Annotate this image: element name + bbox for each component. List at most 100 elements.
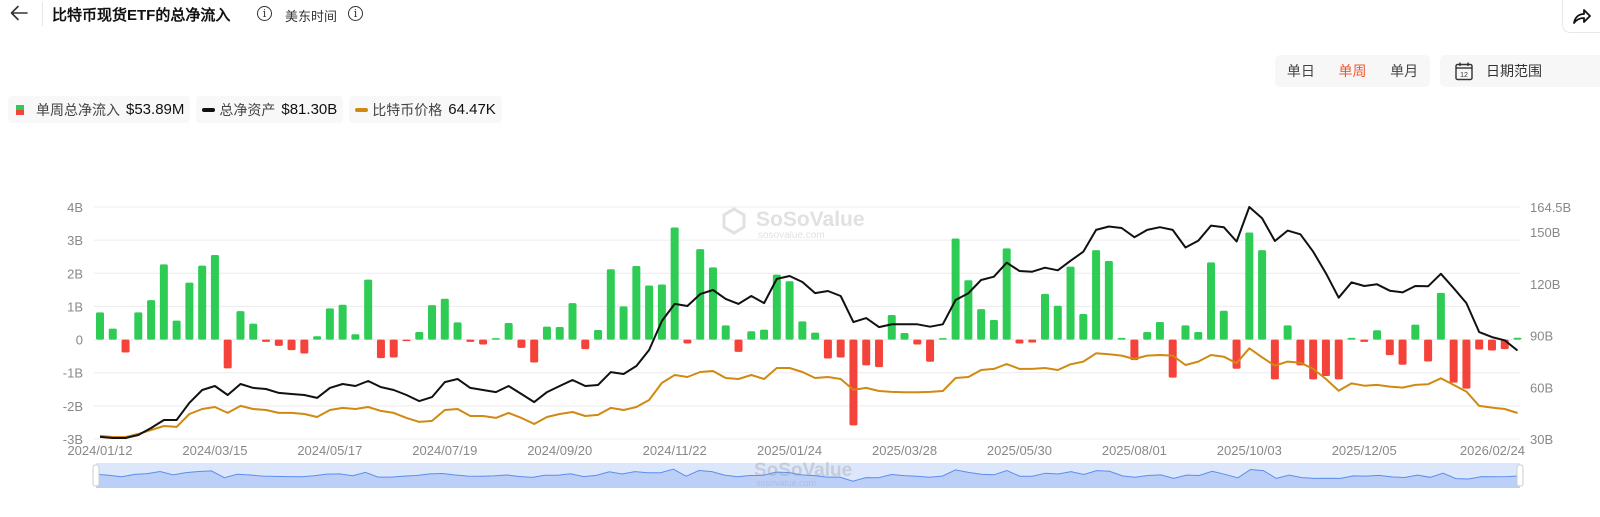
- inflow-bar: [1130, 339, 1139, 361]
- left-axis-tick: 4B: [67, 200, 83, 215]
- inflow-bar: [300, 339, 309, 354]
- right-axis-tick: 150B: [1530, 225, 1560, 240]
- watermark-url: sosovalue.com: [756, 478, 816, 488]
- period-day-tab[interactable]: 单日: [1286, 63, 1315, 79]
- inflow-bar: [376, 339, 385, 359]
- inflow-bar: [887, 315, 896, 340]
- left-axis-tick: 0: [76, 333, 83, 348]
- legend-label: 比特币价格: [372, 101, 443, 118]
- inflow-bar: [415, 331, 424, 340]
- inflow-bar: [1449, 339, 1458, 383]
- inflow-bar: [517, 339, 526, 348]
- inflow-bar: [479, 339, 488, 345]
- inflow-bar: [1321, 339, 1330, 377]
- date-range-button[interactable]: 12 日期范围: [1440, 55, 1600, 87]
- svg-text:SoSoValue: SoSoValue: [756, 208, 865, 231]
- navigator-handle[interactable]: [1516, 464, 1524, 487]
- inflow-bar: [938, 338, 947, 340]
- inflow-bar: [568, 303, 577, 340]
- x-axis-tick: 2025/01/24: [757, 443, 822, 458]
- legend-label: 单周总净流入: [36, 101, 120, 118]
- info-icon[interactable]: i: [348, 6, 363, 21]
- inflow-bar: [1015, 339, 1024, 344]
- x-axis-tick: 2025/12/05: [1332, 443, 1397, 458]
- inflow-bar: [428, 305, 437, 340]
- page-title: 比特币现货ETF的总净流入: [52, 7, 231, 24]
- inflow-bar: [645, 285, 654, 340]
- line-swatch-icon: [355, 107, 369, 112]
- back-arrow-icon[interactable]: [8, 2, 30, 24]
- inflow-bar: [1066, 266, 1075, 340]
- inflow-bar: [1041, 293, 1049, 340]
- inflow-bar: [147, 300, 156, 340]
- info-icon[interactable]: i: [257, 6, 272, 21]
- inflow-bar: [1309, 339, 1318, 380]
- x-axis-tick: 2026/02/24: [1460, 443, 1525, 458]
- x-axis-tick: 2024/01/12: [67, 443, 132, 458]
- x-axis-tick: 2024/05/17: [297, 443, 362, 458]
- legend-weekly-inflow[interactable]: 单周总净流入 $53.89M: [8, 96, 191, 123]
- inflow-bar: [1283, 325, 1292, 340]
- inflow-bar: [1168, 339, 1177, 378]
- inflow-bar: [913, 339, 922, 345]
- inflow-bar: [1411, 324, 1420, 340]
- inflow-bar: [96, 312, 104, 340]
- sosovalue-logo-icon: [722, 207, 746, 235]
- legend-net-assets[interactable]: 总净资产 $81.30B: [196, 96, 344, 123]
- right-axis-tick: 30B: [1530, 432, 1553, 447]
- inflow-bar: [108, 328, 117, 340]
- svg-text:12: 12: [1460, 72, 1468, 79]
- inflow-bar: [849, 339, 858, 426]
- legend-btc-price[interactable]: 比特币价格 64.47K: [349, 96, 502, 123]
- inflow-bar: [198, 265, 207, 340]
- inflow-bar: [606, 269, 615, 340]
- inflow-bar: [1002, 248, 1011, 340]
- inflow-bar: [772, 274, 781, 340]
- navigator-handle[interactable]: [92, 464, 100, 487]
- inflow-bar: [1245, 232, 1254, 340]
- period-selector: 单日 单周 单月: [1275, 55, 1430, 87]
- left-axis-tick: -2B: [63, 399, 83, 414]
- x-axis-tick: 2024/03/15: [182, 443, 247, 458]
- period-month-tab[interactable]: 单月: [1390, 63, 1419, 79]
- inflow-bar: [1270, 339, 1279, 380]
- x-axis-tick: 2025/10/03: [1217, 443, 1282, 458]
- inflow-bar: [1373, 330, 1382, 340]
- svg-text:sosovalue.com: sosovalue.com: [758, 230, 825, 241]
- inflow-bar: [1028, 339, 1037, 343]
- legend-value: $81.30B: [281, 101, 338, 118]
- inflow-bar: [760, 329, 769, 340]
- calendar-icon: 12: [1455, 62, 1473, 81]
- inflow-bar: [785, 281, 794, 340]
- inflow-bar: [951, 238, 960, 340]
- right-axis-tick: 120B: [1530, 277, 1560, 292]
- legend: 单周总净流入 $53.89M 总净资产 $81.30B 比特币价格 64.47K: [8, 96, 502, 123]
- inflow-bar: [1475, 339, 1484, 350]
- x-axis-tick: 2024/07/19: [412, 443, 477, 458]
- inflow-bar: [542, 326, 551, 340]
- inflow-bar: [313, 336, 322, 340]
- inflow-bar: [1079, 314, 1088, 340]
- inflow-bar: [798, 321, 807, 340]
- watermark-brand: SoSoValue: [754, 460, 852, 481]
- inflow-bar: [1104, 261, 1113, 340]
- navigator-area: [96, 469, 1520, 488]
- inflow-bar: [632, 265, 641, 340]
- x-axis-tick: 2025/05/30: [987, 443, 1052, 458]
- inflow-bar: [338, 304, 347, 340]
- inflow-bar: [440, 298, 449, 340]
- legend-value: $53.89M: [126, 101, 185, 118]
- inflow-bar: [708, 267, 717, 340]
- share-button[interactable]: [1562, 0, 1600, 33]
- line-swatch-icon: [202, 107, 216, 112]
- left-axis-tick: 1B: [67, 299, 83, 314]
- inflow-bar: [1487, 339, 1496, 351]
- inflow-bar: [1207, 262, 1216, 340]
- inflow-bar: [1360, 339, 1369, 342]
- period-week-tab[interactable]: 单周: [1338, 63, 1367, 79]
- inflow-bar: [1296, 339, 1305, 366]
- inflow-bar: [159, 264, 168, 340]
- inflow-bar: [1347, 337, 1356, 340]
- left-axis-tick: -3B: [63, 432, 83, 447]
